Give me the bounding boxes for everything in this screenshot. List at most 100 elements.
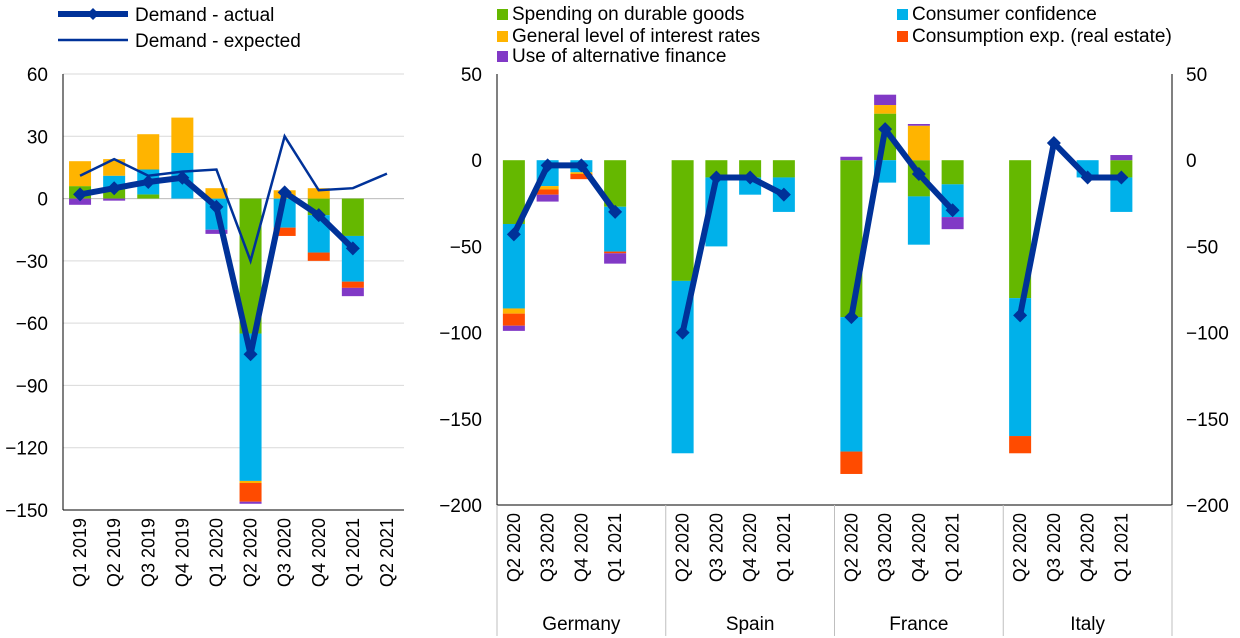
point-demand-actual	[209, 199, 224, 214]
bar-alt_finance-segment	[239, 501, 262, 504]
bar-spending-segment	[1110, 160, 1133, 178]
bar-confidence-segment	[604, 206, 627, 252]
bar-alt_finance-segment	[874, 94, 897, 106]
point-demand-actual	[608, 204, 623, 219]
legend-label-confidence: Consumer confidence	[912, 4, 1097, 25]
y-tick-label: 30	[27, 127, 48, 148]
point-demand-actual	[743, 170, 758, 185]
y-tick-label: −60	[16, 314, 48, 335]
group-label: France	[889, 614, 948, 635]
bar-alt_finance-segment	[941, 217, 964, 230]
y-tick-label-right: −100	[1186, 324, 1229, 345]
x-tick-label: Q3 2020	[706, 513, 726, 582]
bar-spending-segment	[705, 160, 728, 178]
bar-consumption-segment	[604, 251, 627, 254]
bar-interest-segment	[69, 161, 92, 187]
bar-spending-segment	[137, 194, 160, 199]
y-tick-label-right: 0	[1186, 151, 1197, 172]
bar-interest-segment	[502, 308, 525, 314]
bar-spending-segment	[239, 198, 262, 334]
x-tick-label: Q4 2020	[1078, 513, 1098, 582]
point-demand-actual	[311, 208, 326, 223]
legend-label-demand-actual: Demand - actual	[135, 5, 274, 26]
x-tick-label: Q2 2019	[104, 518, 124, 587]
bar-confidence-segment	[239, 333, 262, 481]
legend-swatch-alt_finance	[497, 51, 508, 62]
bar-consumption-segment	[307, 252, 330, 261]
bar-consumption-segment	[502, 313, 525, 326]
legend-label-interest: General level of interest rates	[512, 26, 760, 47]
point-demand-actual	[345, 241, 360, 256]
y-tick-label-left: −200	[439, 496, 482, 517]
bar-alt_finance-segment	[536, 194, 559, 202]
point-demand-actual	[107, 181, 122, 196]
bar-confidence-segment	[840, 317, 863, 452]
point-demand-actual	[277, 185, 292, 200]
point-demand-actual	[1114, 170, 1129, 185]
point-demand-actual	[1080, 170, 1095, 185]
bar-interest-segment	[874, 105, 897, 114]
bar-alt_finance-segment	[69, 198, 92, 205]
bar-interest-segment	[536, 186, 559, 190]
x-tick-label: Q4 2020	[740, 513, 760, 582]
bar-interest-segment	[239, 480, 262, 484]
bar-consumption-segment	[1009, 436, 1032, 454]
bar-interest-segment	[307, 188, 330, 199]
y-tick-label-left: −150	[439, 410, 482, 431]
bar-alt_finance-segment	[103, 198, 126, 201]
point-demand-actual	[911, 166, 926, 181]
y-tick-label-left: −100	[439, 324, 482, 345]
y-tick-label: −90	[16, 376, 48, 397]
x-tick-label: Q2 2020	[504, 513, 524, 582]
x-tick-label: Q3 2020	[1044, 513, 1064, 582]
bar-consumption-segment	[840, 451, 863, 474]
legend-label-spending: Spending on durable goods	[512, 4, 744, 25]
point-demand-actual	[776, 187, 791, 202]
bar-spending-segment	[671, 160, 694, 281]
point-demand-actual	[243, 347, 258, 362]
bar-consumption-segment	[570, 173, 593, 180]
x-tick-label: Q4 2019	[172, 518, 192, 587]
legend-swatch-interest	[497, 31, 508, 42]
y-tick-label: −30	[16, 252, 48, 273]
bar-confidence-segment	[502, 223, 525, 309]
series-line-demand-actual	[1017, 139, 1122, 316]
x-tick-label: Q1 2020	[206, 518, 226, 587]
point-demand-actual	[1013, 308, 1028, 323]
point-demand-actual	[945, 203, 960, 218]
y-tick-label-right: −200	[1186, 496, 1229, 517]
x-tick-label: Q3 2020	[538, 513, 558, 582]
bar-alt_finance-segment	[341, 287, 364, 297]
x-tick-label: Q2 2021	[377, 518, 397, 587]
bar-alt_finance-segment	[604, 253, 627, 264]
left-panel: 60 30 0 −30 −60 −90 −120 −150 Q1 2019 Q2 2019 Q3 2…	[5, 65, 404, 587]
x-tick-label: Q1 2021	[1111, 513, 1131, 582]
series-line-demand-expected	[79, 133, 388, 265]
bar-spending-segment	[604, 160, 627, 207]
group-label: Italy	[1070, 614, 1105, 635]
y-tick-label-left: 0	[471, 151, 482, 172]
bar-alt_finance-segment	[1110, 155, 1133, 161]
series-line-demand-actual	[679, 174, 786, 334]
group-label: Germany	[542, 614, 621, 635]
y-tick-label: 0	[37, 190, 48, 211]
y-tick-label: −150	[5, 501, 48, 522]
bar-consumption-segment	[341, 281, 364, 288]
x-tick-label: Q4 2020	[909, 513, 929, 582]
bar-consumption-segment	[239, 483, 262, 502]
y-tick-label-right: −50	[1186, 237, 1218, 258]
x-tick-label: Q1 2021	[343, 518, 363, 587]
bar-alt_finance-segment	[907, 123, 930, 126]
point-demand-actual	[675, 325, 690, 340]
point-demand-actual	[878, 122, 893, 137]
series-line-demand-actual	[848, 126, 955, 318]
bar-alt_finance-segment	[840, 156, 863, 161]
bar-spending-segment	[502, 160, 525, 224]
bar-alt_finance-segment	[502, 325, 525, 331]
bar-spending-segment	[772, 160, 795, 178]
y-tick-label-right: −150	[1186, 410, 1229, 431]
x-tick-label: Q1 2021	[605, 513, 625, 582]
legend-marker-demand-actual	[87, 8, 99, 20]
legend-left: Demand - actual Demand - expected	[58, 5, 301, 52]
